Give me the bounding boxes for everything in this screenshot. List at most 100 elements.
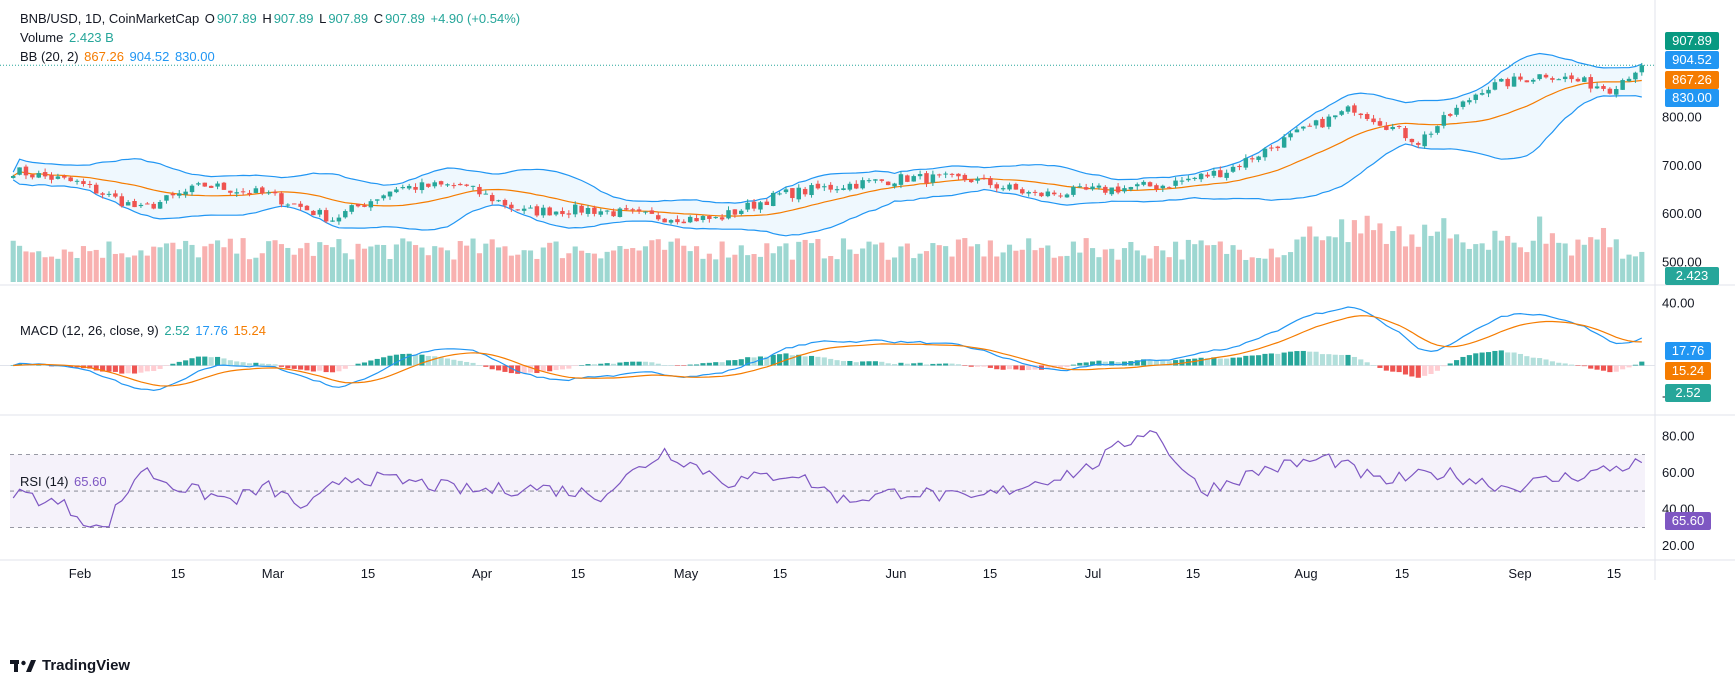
macd-histogram-bar xyxy=(1434,365,1440,371)
bb-legend[interactable]: BB (20, 2) 867.26 904.52 830.00 xyxy=(20,49,217,64)
macd-histogram-bar xyxy=(1109,361,1115,366)
volume-bar xyxy=(1422,224,1428,282)
macd-histogram-bar xyxy=(930,363,936,366)
candle-body xyxy=(1588,77,1593,89)
macd-histogram-bar xyxy=(1390,365,1396,372)
volume-bar xyxy=(757,256,763,282)
macd-histogram-bar xyxy=(968,365,974,367)
macd-histogram-bar xyxy=(304,365,310,371)
macd-histogram-bar xyxy=(604,363,610,366)
candle-body xyxy=(796,187,801,200)
macd-histogram-bar xyxy=(719,362,725,366)
macd-histogram-bar xyxy=(1505,352,1511,366)
macd-histogram-bar xyxy=(700,363,706,366)
candle-body xyxy=(74,180,80,182)
volume-bar xyxy=(732,254,738,282)
macd-histogram-bar xyxy=(432,356,438,366)
macd-histogram-bar xyxy=(36,364,42,366)
candle-body xyxy=(1249,158,1255,160)
macd-signal-badge: 15.24 xyxy=(1665,362,1711,380)
macd-histogram-bar xyxy=(1364,362,1370,366)
volume-bar xyxy=(1134,250,1140,282)
tradingview-logo[interactable]: TradingView xyxy=(10,657,130,674)
candle-body xyxy=(1000,188,1006,190)
volume-bar xyxy=(764,243,770,282)
candle-body xyxy=(943,173,948,175)
volume-bar xyxy=(515,254,521,282)
candle-body xyxy=(183,191,188,195)
bb-lower-line xyxy=(12,95,1642,237)
volume-bar xyxy=(949,256,955,282)
volume-bar xyxy=(1319,240,1326,282)
candle-body xyxy=(1096,185,1102,188)
low-key: L xyxy=(319,11,327,26)
volume-bar xyxy=(496,247,502,282)
candle-body xyxy=(260,187,265,194)
volume-bar xyxy=(476,253,482,282)
macd-line xyxy=(13,306,1643,392)
macd-histogram-bar xyxy=(840,361,847,366)
rsi-value: 65.60 xyxy=(74,474,107,489)
macd-histogram-bar xyxy=(323,365,329,373)
volume-bar xyxy=(1524,252,1530,282)
candle-body xyxy=(994,184,999,189)
volume-bar xyxy=(425,255,431,282)
candle-body xyxy=(1550,78,1555,80)
volume-bar xyxy=(355,243,361,282)
macd-histogram-bar xyxy=(253,362,259,366)
bb-band-fill xyxy=(13,53,1642,236)
rsi-legend[interactable]: RSI (14) 65.60 xyxy=(20,474,109,489)
candle-body xyxy=(1039,192,1044,197)
candle-body xyxy=(700,216,706,220)
symbol-title[interactable]: BNB/USD, 1D, CoinMarketCap xyxy=(20,11,200,26)
bb-upper-value: 904.52 xyxy=(129,49,170,64)
macd-histogram-bar xyxy=(1377,365,1383,368)
macd-legend[interactable]: MACD (12, 26, close, 9) 2.52 17.76 15.24 xyxy=(20,323,268,338)
volume-bar xyxy=(783,243,789,282)
volume-bar xyxy=(636,250,642,282)
macd-histogram-bar xyxy=(1543,359,1549,366)
macd-histogram-bar xyxy=(1594,365,1600,370)
macd-histogram-bar xyxy=(1070,364,1076,366)
macd-histogram-bar xyxy=(100,365,106,372)
macd-histogram-bar xyxy=(1581,365,1587,367)
candle-body xyxy=(343,211,348,218)
volume-bar xyxy=(387,258,393,282)
candle-body xyxy=(1128,187,1134,190)
candle-body xyxy=(687,216,693,223)
macd-histogram-bar xyxy=(374,358,380,366)
volume-bar xyxy=(1026,238,1032,282)
candle-body xyxy=(113,193,118,197)
bb-mid-badge: 867.26 xyxy=(1665,71,1719,89)
volume-bar xyxy=(975,244,981,282)
macd-histogram-bar xyxy=(681,365,687,366)
macd-histogram-bar xyxy=(821,357,827,366)
volume-bar xyxy=(527,250,534,282)
volume-legend[interactable]: Volume 2.423 B xyxy=(20,30,116,45)
macd-histogram-bar xyxy=(987,365,993,368)
candle-body xyxy=(630,209,635,211)
volume-bar xyxy=(943,246,949,282)
volume-bar xyxy=(642,246,649,282)
candle-body xyxy=(937,174,942,176)
macd-histogram-bar xyxy=(119,365,125,374)
candle-body xyxy=(208,185,214,188)
macd-histogram-bar xyxy=(636,361,642,366)
macd-histogram-bar xyxy=(1402,365,1409,375)
volume-bar xyxy=(617,246,623,282)
macd-histogram-bar xyxy=(540,365,546,372)
volume-bar xyxy=(1096,257,1102,282)
macd-histogram-bar xyxy=(1562,363,1568,366)
candle-body xyxy=(668,220,674,223)
volume-bar xyxy=(253,257,259,282)
candle-body xyxy=(1371,118,1376,123)
volume-bar xyxy=(668,241,674,282)
volume-bar xyxy=(489,239,495,282)
tradingview-logo-icon xyxy=(10,659,36,673)
candle-body xyxy=(1333,115,1338,118)
candle-body xyxy=(1339,111,1344,115)
macd-histogram-bar xyxy=(1537,358,1543,366)
volume-bar xyxy=(291,254,297,282)
candle-body xyxy=(1077,186,1083,188)
candle-body xyxy=(566,213,572,215)
